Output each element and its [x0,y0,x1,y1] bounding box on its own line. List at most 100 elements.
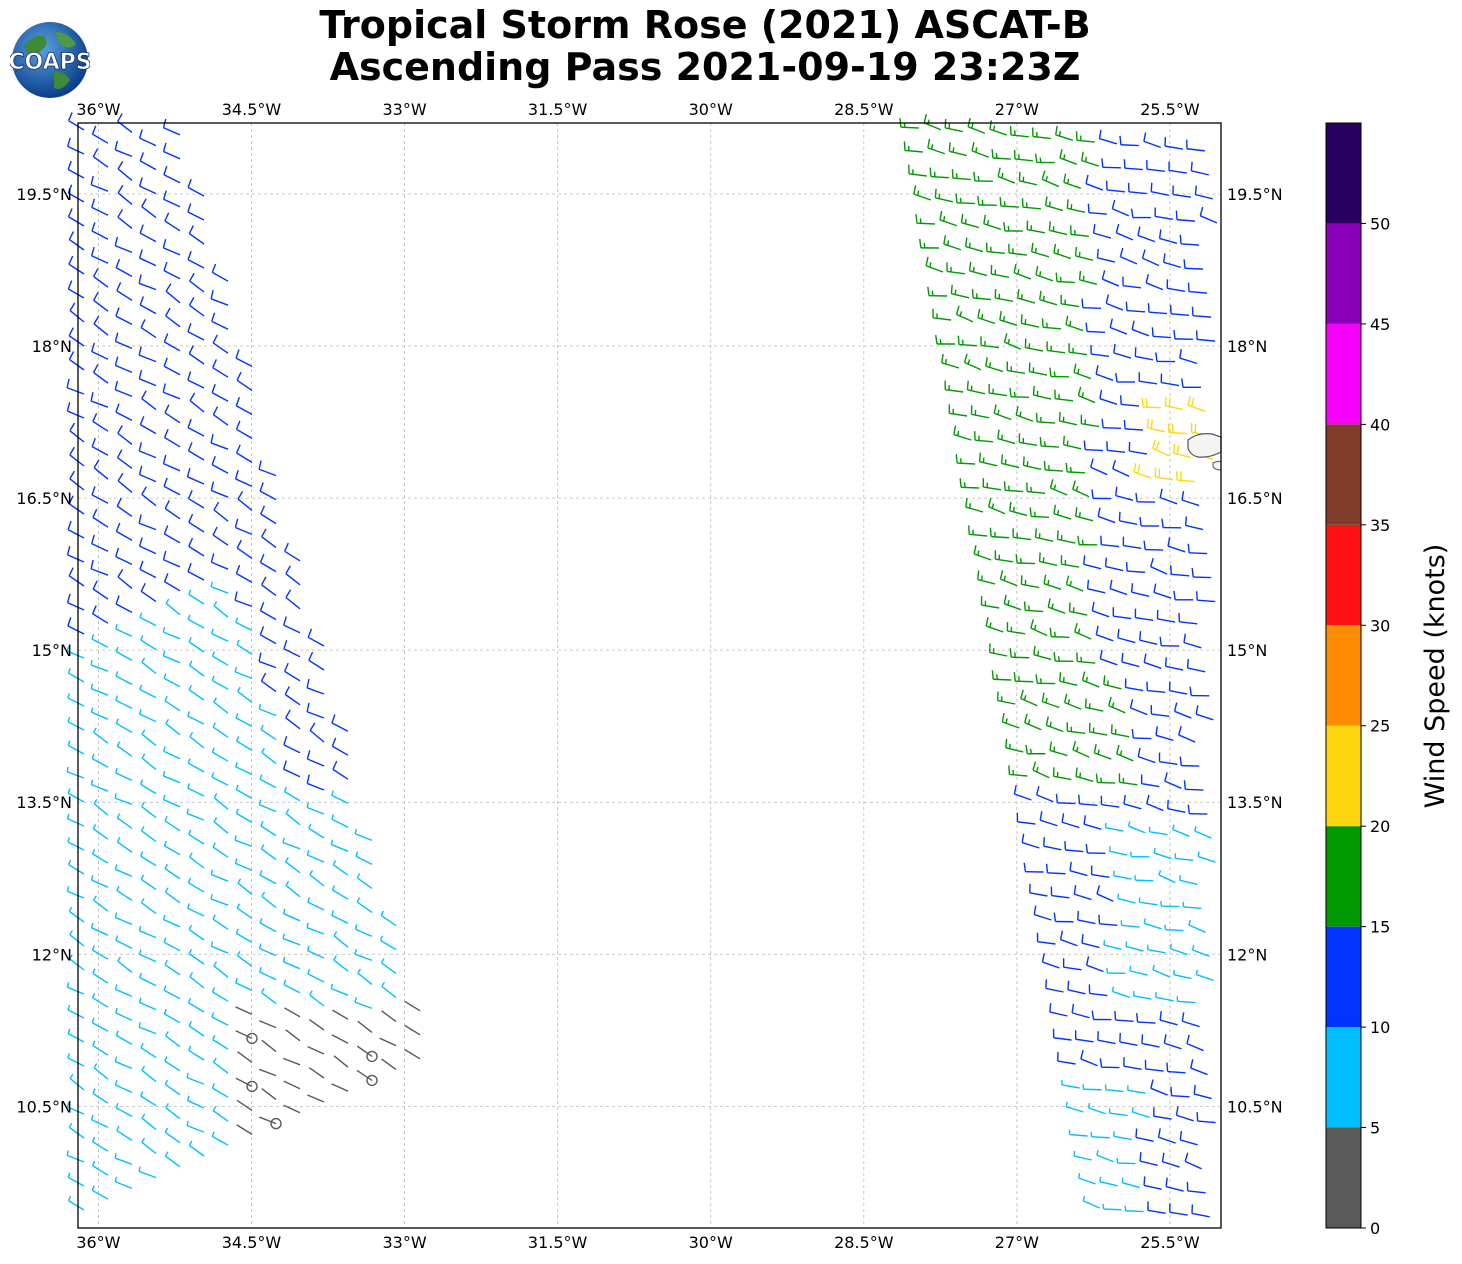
wind-barb [141,657,157,675]
wind-barb [258,460,277,477]
wind-barb [141,1065,157,1083]
wind-barb [1096,885,1114,902]
wind-barb [330,839,349,852]
wind-barb [1164,657,1184,671]
wind-barb [1090,345,1110,358]
wind-barb [67,617,85,635]
wind-barb [259,918,277,933]
wind-barb [1125,941,1144,952]
wind-barb [1111,986,1130,998]
wind-barb [973,545,992,561]
wind-barb [1033,905,1052,921]
wind-barb [139,972,157,987]
wind-barb [116,813,133,829]
wind-barb [282,956,301,970]
wind-barb [213,601,229,618]
wind-barb [212,359,229,378]
wind-barb [163,261,181,280]
wind-barb [235,928,253,944]
wind-barb [164,1056,181,1072]
wind-barb [1024,338,1044,352]
wind-barb [1062,958,1082,971]
wind-barb [356,1069,378,1087]
lon-label-bottom: 27°W [995,1233,1039,1252]
wind-barb [1150,705,1170,718]
wind-barb [69,954,85,971]
wind-barb [1181,491,1200,507]
wind-barb [1048,221,1068,236]
wind-barb [1078,794,1098,806]
wind-barb [1036,785,1054,803]
wind-barb [354,949,373,962]
wind-barb [1194,185,1214,200]
wind-barb [1131,1106,1150,1118]
wind-barb [284,1007,301,1018]
colorbar-bin [1326,323,1361,425]
wind-barb [91,848,109,864]
wind-barb [140,635,157,651]
wind-barb [1068,1129,1088,1137]
wind-barb [283,616,301,634]
wind-barb [258,703,277,717]
wind-barb [379,935,397,951]
wind-barb [164,1127,181,1144]
wind-barb [1174,853,1194,862]
wind-barb [1150,1079,1168,1096]
wind-barb [1169,943,1188,956]
wind-barb [1121,1177,1140,1189]
wind-barb [1075,131,1095,143]
wind-barb [165,718,181,736]
wind-barb [138,129,157,147]
wind-barb [91,992,109,1008]
wind-barb [379,1037,397,1047]
wind-barb [235,808,253,824]
wind-barb [1071,1003,1090,1019]
wind-barb [1032,386,1052,400]
wind-barb [985,357,1004,373]
wind-barb [1178,612,1198,625]
wind-barb [282,933,301,946]
wind-barb [234,835,253,848]
wind-barb [1170,565,1190,577]
wind-barb [1064,840,1084,853]
wind-barb [213,697,229,714]
wind-barb [1053,504,1072,520]
wind-barb [977,195,997,206]
wind-barb [138,177,157,195]
wind-barb [138,514,157,531]
wind-barb [943,235,962,251]
wind-barb [1055,793,1076,805]
wind-barb [927,138,946,155]
wind-barb [187,442,205,461]
wind-barb [210,941,229,954]
wind-barb [189,272,205,293]
wind-barb [90,779,109,792]
wind-barb [187,418,205,437]
wind-barb [261,747,277,765]
wind-barb [162,794,181,808]
wind-barb [163,746,181,760]
lat-label-left: 13.5°N [16,793,72,812]
wind-barb [114,332,133,350]
wind-barb [163,357,181,376]
wind-barb [404,1048,421,1060]
wind-barb [212,526,229,546]
wind-barb [285,709,301,730]
wind-barb [188,513,205,533]
wind-barb [1122,276,1142,289]
wind-barb [92,268,109,288]
wind-barb [1109,318,1128,335]
wind-barb [285,589,301,610]
wind-barb [1143,918,1162,930]
wind-barb [935,334,956,345]
wind-barb [1021,198,1041,210]
wind-barb [1155,352,1176,363]
wind-barb [354,828,373,842]
wind-barb [306,849,325,863]
wind-barb [68,495,85,515]
wind-barb [1100,795,1120,808]
wind-barb [1095,625,1114,642]
wind-barb [971,141,990,158]
wind-barb [211,675,229,690]
wind-barb [235,713,253,728]
